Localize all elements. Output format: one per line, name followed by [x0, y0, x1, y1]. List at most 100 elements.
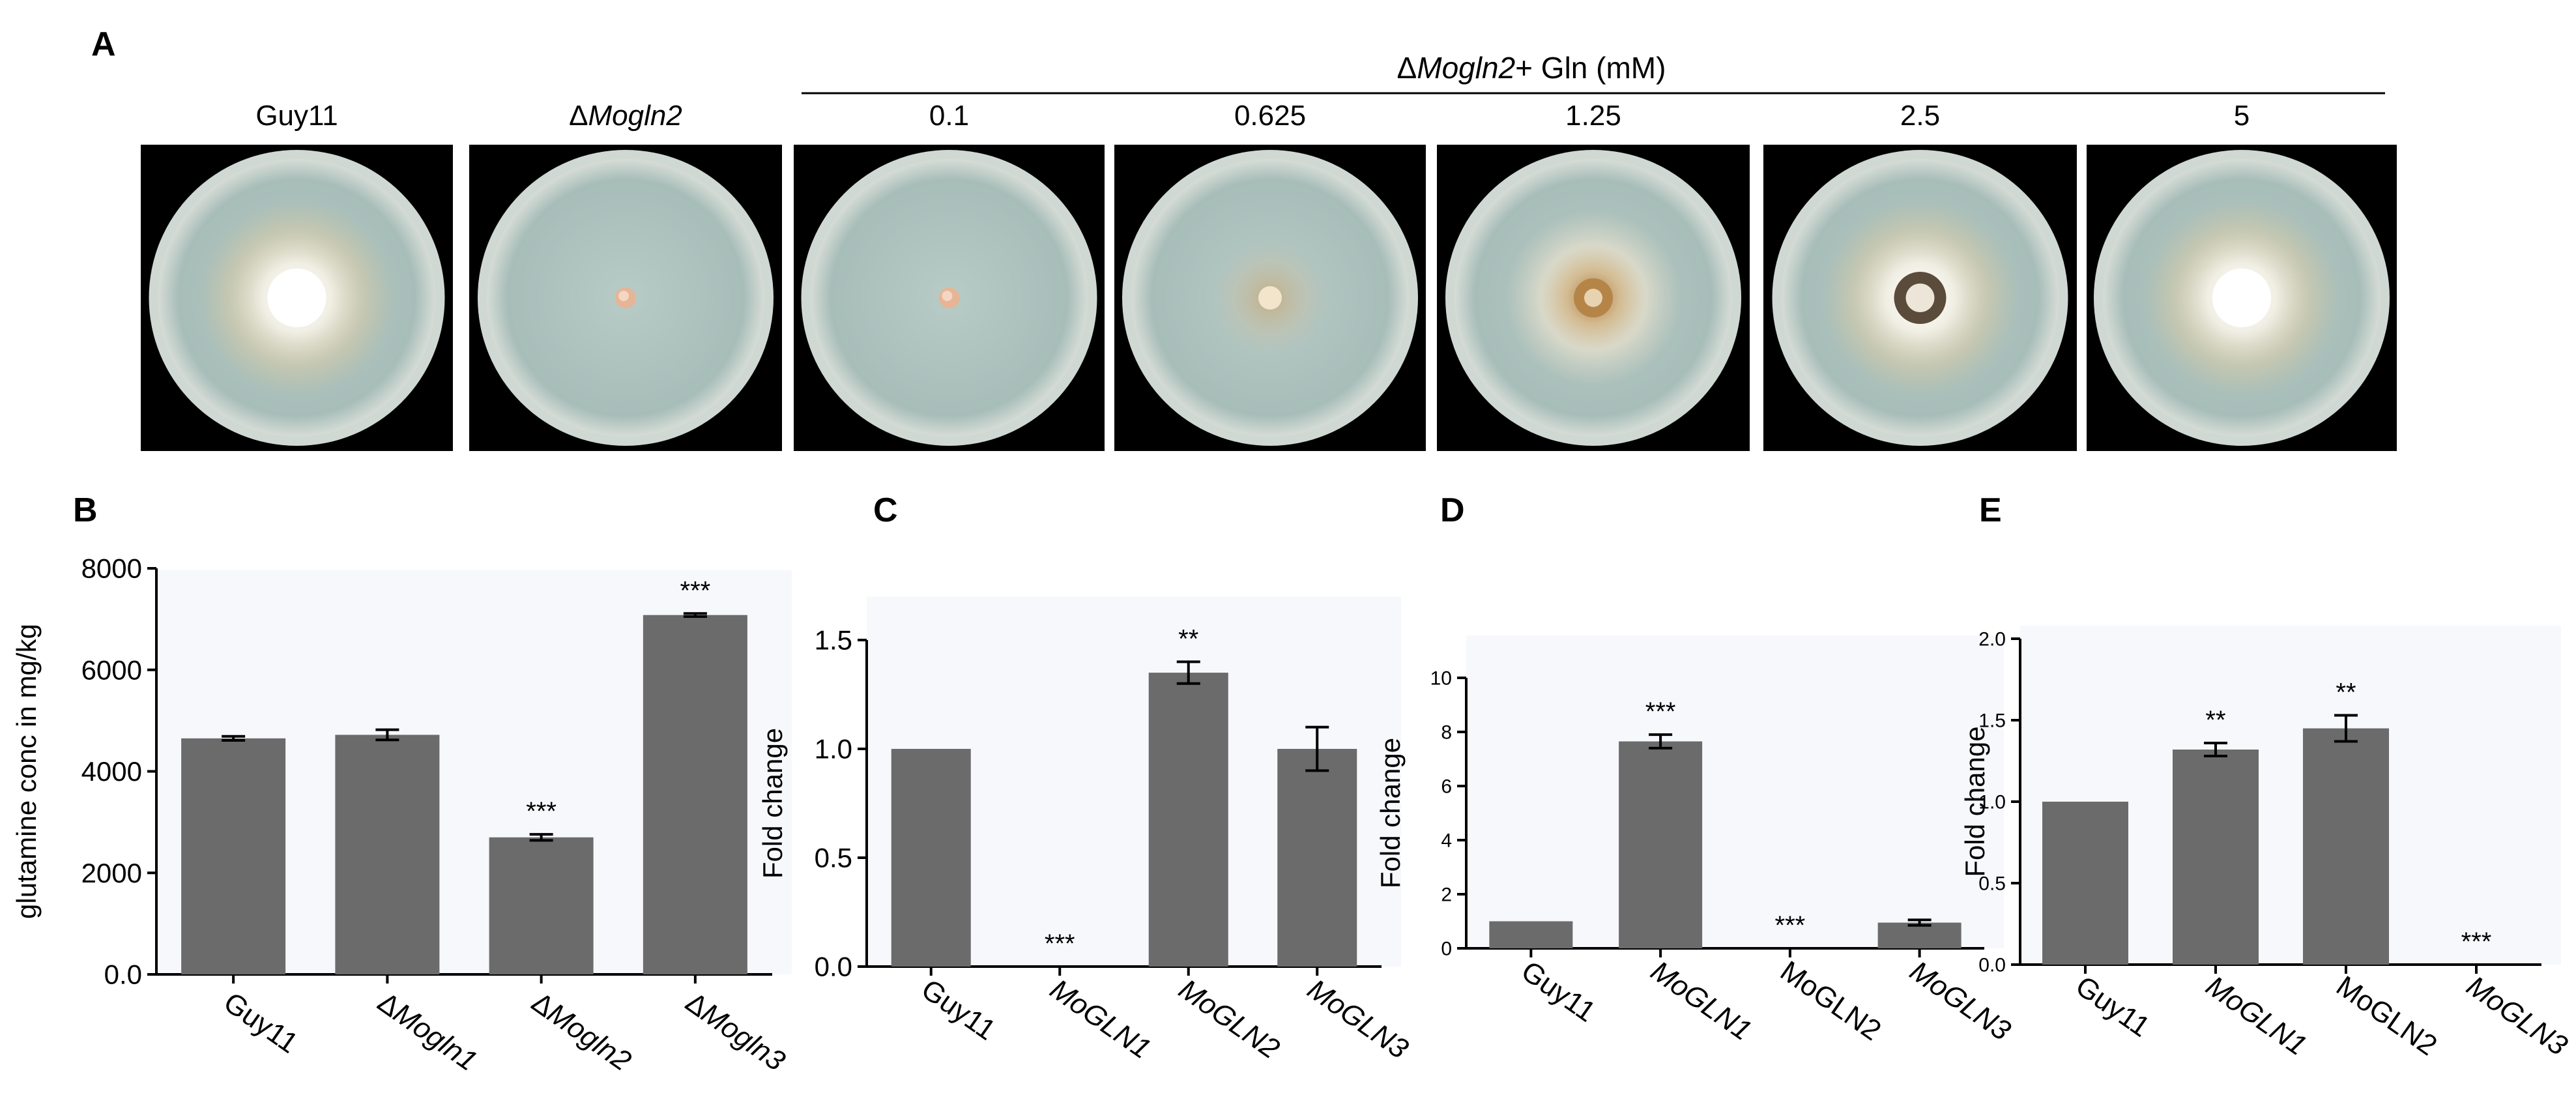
y-axis-label: Fold change: [757, 728, 788, 879]
y-tick-label: 1.0: [1978, 792, 2006, 813]
panel-letter: E: [1979, 491, 2002, 529]
panel-b-bar-chart: B 0.0 2000 4000 6000 8000 glutamine conc in mg…: [11, 491, 792, 1077]
plot-background: [1466, 635, 2004, 948]
treatment-group-header: ΔMogln2+ Gln (mM): [1397, 51, 1666, 85]
y-axis-label: glutamine conc in mg/kg: [11, 624, 42, 919]
plate-label: 1.25: [1565, 100, 1621, 132]
error-bar: [2334, 714, 2358, 743]
bar: [2173, 750, 2259, 965]
y-tick-label: 4000: [81, 756, 142, 787]
error-bar: [1176, 660, 1200, 685]
x-category-label: Guy11: [2070, 970, 2156, 1043]
significance-marker: ***: [680, 576, 711, 605]
fungal-colony: [938, 287, 960, 308]
plate-3: [794, 145, 1105, 451]
fungal-colony: [1505, 210, 1681, 386]
plate-2: [469, 145, 782, 451]
group-header-prefix: Δ: [1397, 51, 1417, 85]
fungal-colony: [1822, 200, 2018, 396]
plate-4: [1114, 145, 1426, 451]
bar: [1148, 673, 1228, 967]
x-category-label: MoGLN2: [1774, 955, 1887, 1047]
significance-marker: **: [1178, 624, 1198, 653]
error-bar: [529, 833, 553, 842]
bar: [891, 749, 971, 967]
plate-label: ΔMogln2: [569, 100, 682, 132]
y-tick-label: 6000: [81, 654, 142, 685]
bar: [1489, 921, 1573, 948]
y-tick-label: 0.0: [104, 959, 142, 990]
error-bar: [222, 735, 246, 742]
significance-marker: ***: [1645, 697, 1676, 726]
fungal-colony: [1208, 236, 1332, 360]
significance-marker: ***: [1775, 911, 1806, 940]
y-tick-label: 2000: [81, 858, 142, 888]
x-category-label: Guy11: [916, 973, 1002, 1047]
plate-6: [1763, 145, 2077, 451]
x-category-label: MoGLN2: [1173, 973, 1285, 1065]
fungal-colony: [615, 287, 636, 308]
x-category-label: MoGLN1: [1045, 973, 1157, 1065]
fungal-colony: [199, 200, 395, 396]
y-tick-label: 6: [1441, 776, 1452, 798]
y-tick-label: 0.5: [1978, 873, 2006, 895]
panel-letter: C: [873, 491, 898, 529]
y-tick-label: 2: [1441, 884, 1452, 906]
y-tick-label: 0.0: [815, 952, 852, 982]
fungal-colony: [2144, 200, 2339, 396]
y-tick-label: 0.0: [1978, 955, 2006, 976]
x-category-label: ΔMogln1: [372, 986, 483, 1077]
bar: [1619, 741, 1703, 948]
error-bar: [1649, 733, 1673, 750]
bar: [335, 735, 440, 974]
y-tick-label: 2.0: [1978, 629, 2006, 650]
y-tick-label: 1.0: [815, 734, 852, 765]
bar: [1277, 749, 1357, 967]
plate-label: 0.1: [929, 100, 969, 132]
bar: [2303, 728, 2389, 965]
x-category-label: Guy11: [218, 986, 304, 1060]
y-axis-label: Fold change: [1375, 738, 1406, 888]
y-tick-label: 1.5: [815, 625, 852, 656]
error-bar: [1305, 725, 1329, 772]
bar: [2042, 802, 2128, 965]
significance-marker: **: [2336, 678, 2356, 707]
error-bar: [375, 728, 399, 742]
error-bar: [2204, 742, 2227, 757]
y-tick-label: 4: [1441, 830, 1452, 852]
y-tick-label: 10: [1430, 668, 1452, 690]
group-header-suffix: + Gln (mM): [1515, 51, 1666, 85]
bar: [181, 738, 286, 974]
y-tick-label: 8000: [81, 553, 142, 584]
error-bar: [683, 612, 707, 618]
panel-c-bar-chart: C 0.0 0.5 1.0 1.5 Fold change Guy11 *** MoGLN1 **…: [757, 491, 1414, 1065]
panel-d-bar-chart: D 0 2 4 6 8 10 Fold change Guy11 *** MoGLN1 *** MoGL…: [1375, 491, 2017, 1047]
x-category-label: MoGLN3: [1302, 973, 1415, 1065]
x-category-label: MoGLN2: [2330, 970, 2442, 1062]
plate-label: 2.5: [1900, 100, 1940, 132]
y-tick-label: 0: [1441, 939, 1452, 960]
plate-label: Guy11: [255, 100, 338, 132]
panel-e-bar-chart: E 0.0 0.5 1.0 1.5 2.0 Fold change Guy11 ** MoGLN1…: [1960, 491, 2573, 1062]
x-category-label: ΔMogln3: [680, 986, 791, 1077]
plate-label: 0.625: [1234, 100, 1306, 132]
panel-a-letter: A: [91, 25, 116, 63]
significance-marker: ***: [526, 797, 557, 826]
y-tick-label: 8: [1441, 722, 1452, 744]
bar: [643, 615, 747, 974]
x-category-label: Guy11: [1516, 955, 1602, 1028]
significance-marker: ***: [1045, 929, 1075, 958]
bar: [1877, 922, 1961, 948]
x-category-label: MoGLN1: [2200, 970, 2312, 1062]
significance-marker: ***: [2461, 927, 2492, 956]
plates-layer: Guy11 ΔMogln2 0.1 0.625 1.25 2.5 5: [141, 100, 2397, 451]
x-category-label: ΔMogln2: [526, 986, 637, 1077]
y-tick-label: 0.5: [815, 843, 852, 873]
x-category-label: MoGLN1: [1645, 955, 1757, 1047]
group-header-strain: Mogln2: [1417, 51, 1515, 85]
y-tick-label: 1.5: [1978, 710, 2006, 732]
panel-a-plate-images: A ΔMogln2+ Gln (mM) Guy11 ΔMogln2 0.1 0.625…: [91, 25, 2397, 451]
plate-7: [2087, 145, 2397, 451]
plate-5: [1437, 145, 1750, 451]
